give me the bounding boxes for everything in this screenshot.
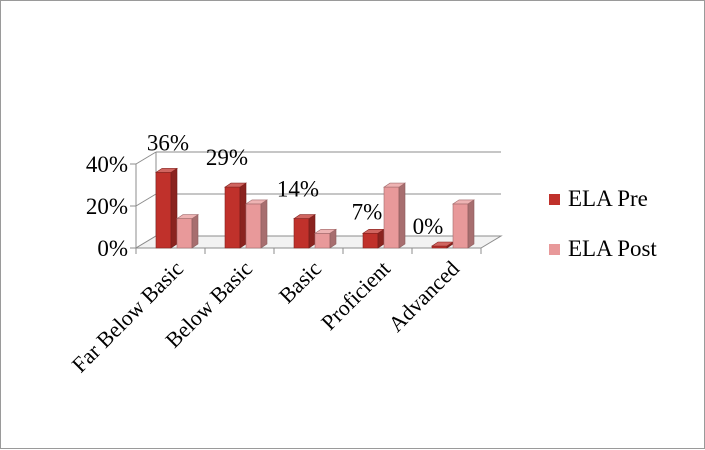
data-label: 0% xyxy=(413,214,444,239)
bar-top xyxy=(452,199,475,205)
legend-label: ELA Post xyxy=(568,236,657,261)
bar-side xyxy=(398,182,406,249)
data-label: 14% xyxy=(277,177,319,202)
bar-top xyxy=(383,182,406,188)
bar-side xyxy=(467,199,475,249)
bar-top xyxy=(176,214,199,219)
bar-top xyxy=(245,199,268,205)
bar-ela-post xyxy=(245,199,268,249)
bar-ela-post xyxy=(176,214,199,249)
bar-side xyxy=(170,167,178,249)
bar-front xyxy=(314,233,331,249)
x-tick-label: Basic xyxy=(274,256,326,308)
x-tick-label: Far Below Basic xyxy=(67,256,189,378)
y-tick-label: 40% xyxy=(86,152,128,177)
legend-swatch xyxy=(549,194,560,205)
bar-top xyxy=(293,214,316,219)
bar-front xyxy=(245,203,262,249)
y-tick-label: 20% xyxy=(86,194,128,219)
bar-ela-pre xyxy=(155,167,178,249)
bar-side xyxy=(191,214,199,249)
bar-ela-pre xyxy=(293,214,316,249)
bars xyxy=(155,167,475,249)
bar-front xyxy=(452,203,469,249)
bar-front xyxy=(155,172,172,249)
bar-side xyxy=(260,199,268,249)
bar-top xyxy=(155,168,178,173)
data-label: 36% xyxy=(147,130,189,155)
x-tick-label: Proficient xyxy=(316,256,395,335)
bar-side xyxy=(308,214,316,249)
x-tick-label: Advanced xyxy=(383,256,464,337)
bar-ela-post xyxy=(452,199,475,249)
data-label: 7% xyxy=(352,199,383,224)
bar-ela-pre xyxy=(362,228,385,249)
bar-front xyxy=(224,186,241,249)
y-tick-label: 0% xyxy=(97,236,128,261)
bar-front xyxy=(176,218,193,249)
gridline-side xyxy=(135,151,157,165)
bar-ela-pre xyxy=(224,182,247,249)
gridline-side xyxy=(135,193,157,207)
legend: ELA Pre ELA Post xyxy=(549,186,657,261)
data-label: 29% xyxy=(206,145,248,170)
bar-ela-post xyxy=(383,182,406,249)
legend-swatch xyxy=(549,244,560,255)
bar-side xyxy=(239,182,247,249)
bar-top xyxy=(314,229,337,234)
bar-ela-post xyxy=(314,228,337,249)
bar-front xyxy=(293,218,310,249)
legend-label: ELA Pre xyxy=(568,186,648,211)
bar-front xyxy=(362,233,379,249)
bar-front xyxy=(383,186,400,249)
bar-top xyxy=(224,182,247,188)
